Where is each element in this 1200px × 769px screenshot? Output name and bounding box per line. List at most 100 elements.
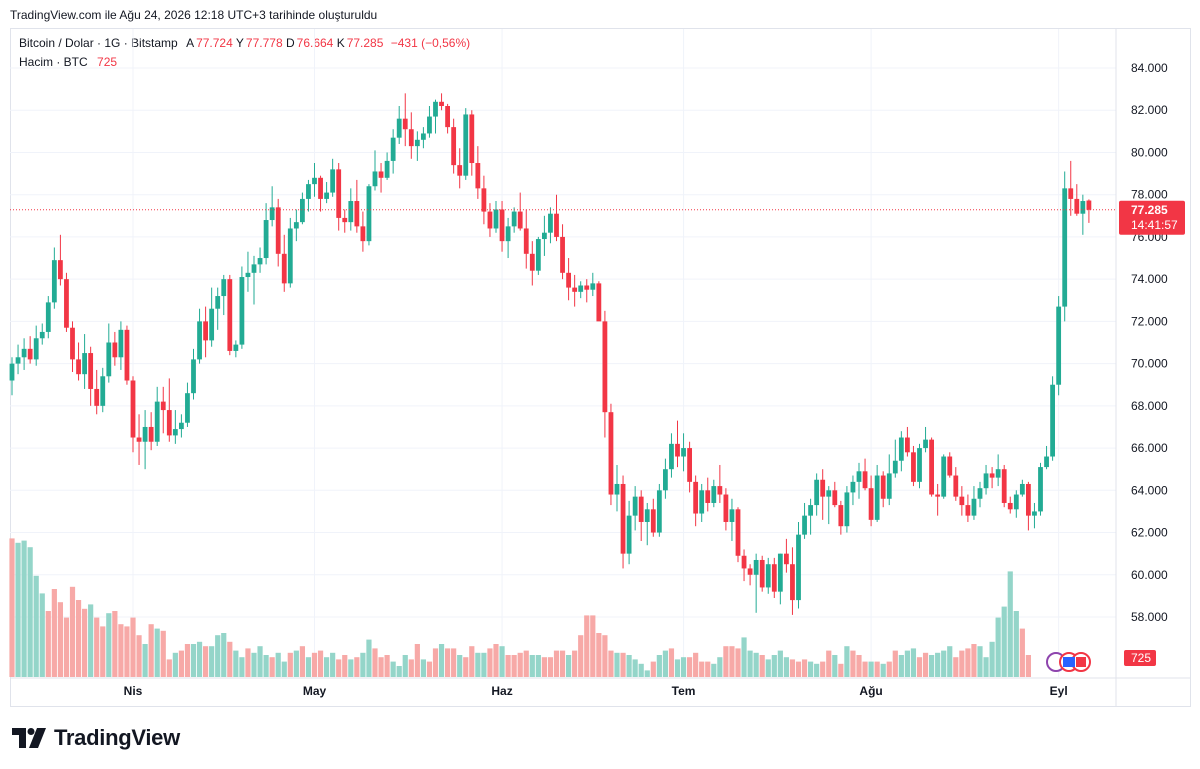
candle-body: [233, 344, 239, 351]
y-tick-label: 78.000: [1131, 188, 1168, 202]
volume-label[interactable]: Hacim · BTC: [19, 55, 88, 69]
candle-body: [39, 331, 45, 339]
candle-body: [1080, 201, 1086, 214]
volume-bar: [959, 650, 965, 677]
volume-bar: [693, 652, 699, 677]
candle-body: [862, 471, 868, 489]
volume-bar: [475, 652, 481, 677]
candle-body: [1038, 467, 1043, 512]
open-value: 77.724: [196, 36, 233, 50]
volume-bar: [1019, 628, 1025, 677]
candle-body: [790, 564, 795, 601]
candle-body: [856, 471, 862, 482]
volume-bar: [838, 663, 844, 677]
candle-body: [191, 359, 196, 394]
close-label: K: [336, 36, 345, 50]
candle-body: [396, 118, 402, 138]
candle-body: [911, 452, 916, 482]
volume-bar: [154, 628, 160, 677]
volume-bar: [850, 650, 856, 677]
candle-body: [1086, 200, 1092, 210]
candle-body: [100, 376, 106, 406]
high-label: Y: [235, 36, 244, 50]
volume-bar: [396, 666, 402, 677]
candle-body: [481, 188, 487, 212]
candle-body: [275, 207, 281, 254]
candle-body: [1050, 384, 1055, 457]
volume-bar: [227, 641, 233, 677]
volume-bar: [203, 646, 209, 677]
candle-body: [306, 184, 311, 199]
symbol-name[interactable]: Bitcoin / Dolar · 1G · Bitstamp: [19, 36, 178, 50]
candle-body: [1056, 306, 1062, 385]
volume-bar: [420, 659, 426, 677]
volume-bar: [541, 657, 547, 677]
candle-body: [263, 220, 269, 259]
candle-body: [487, 211, 493, 229]
volume-bar: [892, 650, 898, 677]
volume-bar: [874, 661, 880, 677]
volume-bar: [795, 661, 802, 677]
candle-body: [687, 448, 692, 482]
candle-body: [21, 348, 27, 358]
volume-bar: [886, 661, 892, 677]
candle-body: [118, 329, 124, 358]
open-label: A: [186, 36, 195, 50]
candle-body: [675, 443, 680, 457]
volume-bar: [632, 659, 638, 677]
volume-bar: [705, 661, 711, 677]
candle-body: [892, 460, 898, 474]
candle-body: [723, 494, 729, 522]
volume-bar: [63, 617, 70, 677]
x-tick-label: Ağu: [859, 684, 882, 698]
volume-bar: [680, 657, 687, 677]
volume-bar: [547, 657, 554, 677]
candle-body: [729, 509, 735, 522]
volume-bar: [638, 663, 644, 677]
candle-body: [554, 213, 559, 237]
volume-bar: [499, 646, 505, 677]
volume-bar: [717, 657, 723, 677]
volume-bar: [354, 657, 360, 677]
volume-bar: [844, 646, 850, 677]
volume-bar: [69, 586, 76, 677]
candle-body: [330, 169, 336, 193]
tradingview-logo[interactable]: TradingView: [12, 725, 180, 751]
volume-bar: [245, 648, 251, 677]
volume-bar: [330, 652, 336, 677]
event-icons[interactable]: [1046, 652, 1091, 672]
volume-bar: [342, 655, 348, 677]
candle-body: [136, 437, 142, 442]
volume-bar: [553, 650, 560, 677]
volume-bar: [971, 644, 977, 677]
candle-body: [124, 329, 130, 381]
y-tick-label: 74.000: [1131, 272, 1168, 286]
volume-bar: [777, 650, 783, 677]
candle-body: [227, 279, 233, 351]
candle-body: [681, 448, 686, 457]
volume-bar: [457, 655, 463, 677]
candle-body: [499, 209, 505, 242]
candle-body: [245, 272, 251, 278]
candle-body: [868, 488, 874, 520]
candle-body: [1044, 456, 1049, 468]
volume-bar: [983, 657, 989, 677]
volume-bar: [596, 633, 602, 677]
volume-bar: [209, 646, 215, 677]
volume-bar: [75, 600, 82, 677]
y-tick-label: 84.000: [1131, 61, 1168, 75]
volume-bar: [408, 659, 414, 677]
y-tick-label: 66.000: [1131, 441, 1168, 455]
volume-bar: [136, 635, 142, 677]
candle-body: [759, 559, 765, 588]
tradingview-logo-icon: [12, 728, 46, 748]
volume-bar: [233, 650, 239, 677]
volume-bar: [190, 644, 197, 677]
candle-body: [281, 253, 287, 284]
volume-bar: [251, 652, 257, 677]
flag-icon: [1076, 657, 1086, 667]
volume-bar: [493, 644, 499, 677]
volume-value: 725: [97, 55, 118, 69]
volume-bar: [995, 617, 1001, 677]
